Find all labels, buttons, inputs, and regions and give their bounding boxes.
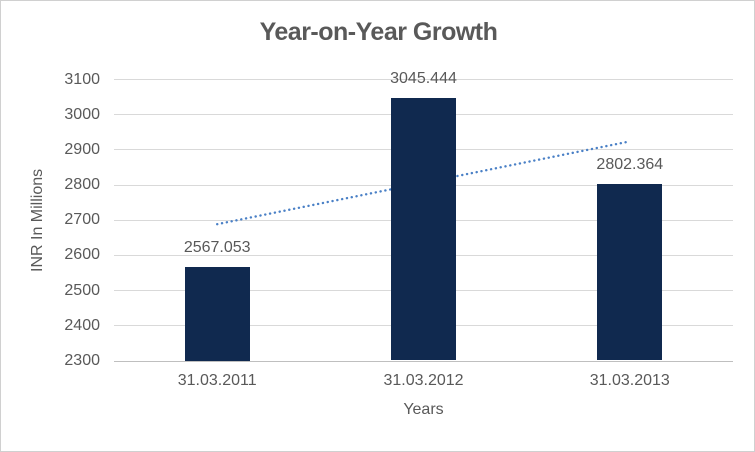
x-tick-label: 31.03.2011: [177, 372, 257, 389]
plot-area: [114, 79, 733, 362]
chart-title: Year-on-Year Growth: [259, 18, 498, 46]
bar-data-label: 2802.364: [596, 155, 664, 173]
bar-31.03.2012: [391, 98, 456, 361]
y-tick-label: 2500: [64, 281, 100, 299]
x-tick-label: 31.03.2012: [383, 372, 464, 389]
y-tick-label: 3000: [64, 105, 100, 123]
bar-data-label: 3045.444: [390, 70, 457, 88]
y-tick-label: 2800: [64, 176, 100, 194]
bar-data-label: 2567.053: [183, 238, 251, 256]
y-tick-label: 3100: [64, 70, 100, 88]
y-tick-label: 2600: [64, 246, 100, 264]
x-tick-label: 31.03.2013: [589, 372, 670, 389]
bar-31.03.2013: [597, 183, 663, 361]
y-tick-label: 2700: [64, 211, 100, 229]
x-axis-title: Years: [403, 401, 444, 418]
y-tick-label: 2900: [64, 140, 100, 158]
y-tick-label: 2300: [64, 352, 100, 369]
gridline: [114, 79, 733, 80]
y-tick-label: 2400: [64, 316, 100, 334]
bar-31.03.2011: [184, 266, 250, 361]
